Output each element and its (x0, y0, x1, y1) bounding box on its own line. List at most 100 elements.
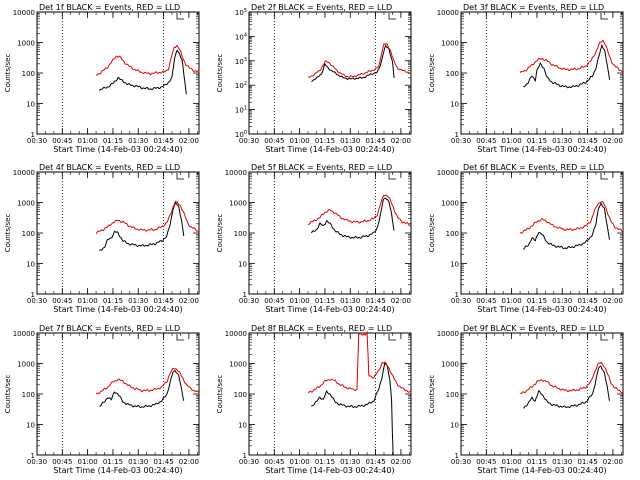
panel-marker (176, 173, 184, 180)
x-tick-label: 01:45 (153, 458, 173, 466)
x-tick-label: 01:00 (290, 137, 310, 145)
panel-title: Det 2f BLACK = Events, RED = LLD (251, 3, 392, 12)
plot-frame (248, 11, 412, 135)
y-tick-label: 10 (26, 422, 35, 430)
panel-4: Det 4f BLACK = Events, RED = LLD 1 10 100 10… (4, 163, 200, 314)
events-series (99, 370, 185, 408)
y-tick-label: 1 (455, 291, 459, 299)
x-tick-label: 00:45 (52, 137, 72, 145)
x-tick-label: 02:00 (603, 458, 623, 466)
panel-marker (388, 13, 396, 20)
x-tick-label: 00:30 (451, 297, 471, 305)
y-tick-label: 1 (243, 291, 247, 299)
y-tick-label: 10000 (13, 9, 35, 17)
x-tick-label: 01:45 (577, 297, 597, 305)
y-tick-label: 103 (235, 57, 247, 66)
x-tick-label: 01:00 (78, 297, 98, 305)
panel-3: Det 3f BLACK = Events, RED = LLD 1 10 100 10… (428, 3, 624, 154)
panel-7: Det 7f BLACK = Events, RED = LLD 1 10 100 10… (4, 324, 200, 475)
x-axis-label: Start Time (14-Feb-03 00:24:40) (53, 145, 182, 154)
x-tick-label: 01:30 (340, 137, 360, 145)
x-tick-label: 01:45 (365, 458, 385, 466)
y-tick-label: 1 (31, 291, 35, 299)
plot-frame (248, 171, 412, 295)
y-axis-label: Counts/sec (428, 54, 436, 93)
lld-series (307, 194, 412, 227)
x-tick-label: 01:30 (552, 137, 572, 145)
x-axis-label: Start Time (14-Feb-03 00:24:40) (265, 145, 394, 154)
x-tick-label: 01:30 (340, 458, 360, 466)
x-tick-label: 00:30 (27, 458, 47, 466)
panel-marker (600, 173, 608, 180)
panel-title: Det 1f BLACK = Events, RED = LLD (39, 3, 180, 12)
panel-title: Det 9f BLACK = Events, RED = LLD (463, 324, 604, 333)
y-axis-label: Counts/sec (216, 375, 224, 414)
panel-title: Det 3f BLACK = Events, RED = LLD (463, 3, 604, 12)
panel-5: Det 5f BLACK = Events, RED = LLD 1 10 100 10… (216, 163, 412, 314)
lld-series (95, 44, 200, 76)
y-tick-label: 1000 (17, 200, 35, 208)
y-tick-label: 100 (22, 70, 35, 78)
y-axis-label: Counts/sec (428, 375, 436, 414)
events-series (523, 202, 610, 250)
y-tick-label: 1000 (441, 200, 459, 208)
x-tick-label: 00:30 (451, 458, 471, 466)
x-tick-label: 01:45 (577, 137, 597, 145)
y-tick-label: 1 (31, 131, 35, 139)
events-series (311, 44, 395, 83)
x-tick-label: 00:45 (476, 297, 496, 305)
x-tick-label: 02:00 (603, 297, 623, 305)
x-axis-label: Start Time (14-Feb-03 00:24:40) (477, 305, 606, 314)
panel-marker (388, 173, 396, 180)
x-tick-label: 00:45 (264, 458, 284, 466)
x-tick-label: 01:15 (527, 297, 547, 305)
y-tick-label: 1000 (229, 361, 247, 369)
y-tick-label: 1 (455, 131, 459, 139)
y-tick-label: 10000 (437, 169, 459, 177)
y-tick-label: 104 (235, 32, 247, 41)
events-series (311, 362, 394, 456)
panel-marker (600, 334, 608, 341)
x-tick-label: 02:00 (179, 137, 199, 145)
x-tick-label: 01:30 (128, 297, 148, 305)
y-tick-label: 10000 (225, 330, 247, 338)
x-tick-label: 02:00 (391, 137, 411, 145)
x-tick-label: 01:15 (315, 297, 335, 305)
events-series (99, 200, 185, 251)
y-axis-label: Counts/sec (216, 214, 224, 253)
y-tick-label: 10000 (13, 330, 35, 338)
y-tick-label: 100 (446, 70, 459, 78)
y-axis-label: Counts/sec (428, 214, 436, 253)
events-series (523, 43, 610, 89)
y-tick-label: 10 (26, 101, 35, 109)
x-tick-label: 00:45 (476, 137, 496, 145)
y-tick-label: 10 (450, 101, 459, 109)
x-tick-label: 01:45 (365, 137, 385, 145)
panel-marker (600, 13, 608, 20)
y-tick-label: 100 (22, 391, 35, 399)
y-tick-label: 10 (450, 422, 459, 430)
x-tick-label: 02:00 (179, 458, 199, 466)
x-tick-label: 01:15 (103, 297, 123, 305)
panel-title: Det 4f BLACK = Events, RED = LLD (39, 163, 180, 172)
y-tick-label: 10 (450, 261, 459, 269)
y-tick-label: 10000 (437, 330, 459, 338)
x-tick-label: 02:00 (603, 137, 623, 145)
x-tick-label: 01:45 (153, 297, 173, 305)
panel-marker (176, 13, 184, 20)
y-tick-label: 100 (235, 130, 247, 139)
x-tick-label: 01:00 (502, 458, 522, 466)
events-series (99, 49, 187, 95)
x-tick-label: 01:45 (153, 137, 173, 145)
events-series (310, 197, 395, 239)
x-tick-label: 01:30 (128, 137, 148, 145)
plot-frame (460, 11, 624, 135)
panel-2: Det 2f BLACK = Events, RED = LLD 100 101 10… (216, 3, 412, 154)
x-tick-label: 00:45 (264, 297, 284, 305)
y-tick-label: 1 (455, 452, 459, 460)
y-tick-label: 100 (446, 230, 459, 238)
lld-series (95, 367, 200, 395)
lld-series (519, 201, 624, 234)
x-tick-label: 01:00 (502, 297, 522, 305)
